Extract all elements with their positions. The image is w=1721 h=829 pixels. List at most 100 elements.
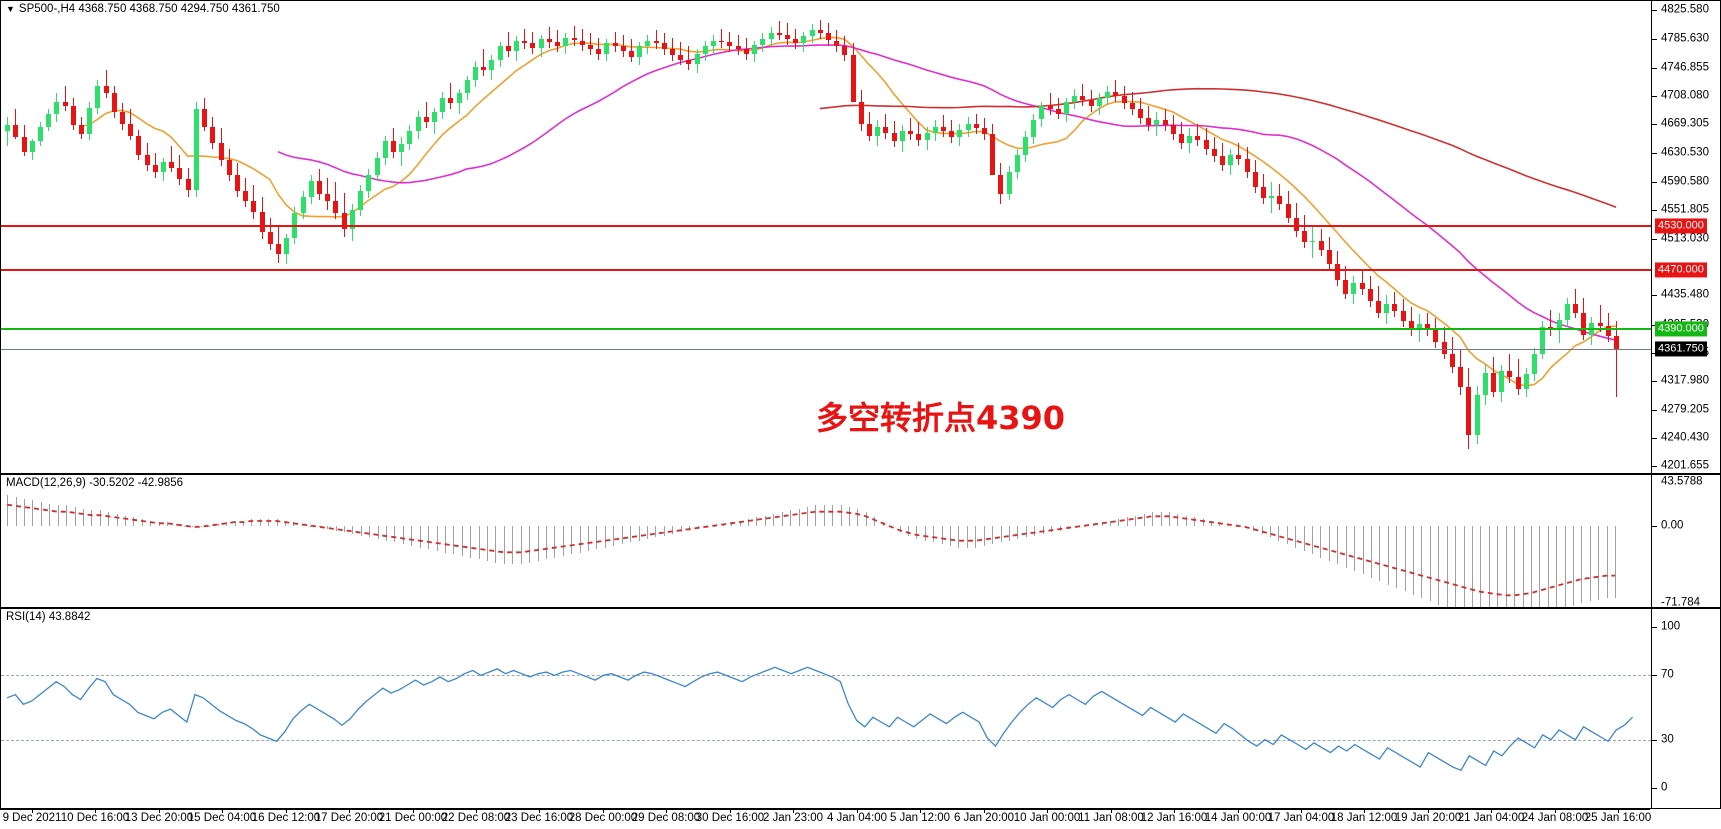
time-axis-label: 17 Dec 20:00 <box>314 812 384 824</box>
time-axis-label: 21 Dec 00:00 <box>378 812 448 824</box>
candle-body <box>522 40 527 44</box>
collapse-arrow-icon[interactable]: ▼ <box>6 4 15 14</box>
candle-body <box>128 123 133 136</box>
level-line-last-price-4361[interactable] <box>1 348 1651 350</box>
candle-body <box>38 126 43 142</box>
macd-axis-label: 0.00 <box>1661 518 1684 531</box>
price-axis-label: 4435.480 <box>1661 288 1709 301</box>
candle-body <box>1491 372 1496 392</box>
candle-body <box>145 154 150 165</box>
candle-body <box>1056 109 1061 114</box>
macd-histogram-bar <box>108 512 109 526</box>
candle-body <box>596 49 601 54</box>
macd-histogram-bar <box>698 525 699 529</box>
level-line-resistance-4470[interactable] <box>1 269 1651 272</box>
macd-axis[interactable]: 43.5788 0.00 -71.784 <box>1651 475 1720 607</box>
level-line-support-4390[interactable] <box>1 327 1651 330</box>
rsi-panel[interactable]: 100 70 30 0 RSI(14) 43.8842 <box>0 608 1721 809</box>
macd-histogram-bar <box>1135 515 1136 526</box>
macd-histogram-bar <box>1102 522 1103 526</box>
level-tag-resistance-4530[interactable]: 4530.000 <box>1655 218 1707 234</box>
candle-body <box>498 46 503 60</box>
level-tag-support-4390[interactable]: 4390.000 <box>1655 321 1707 337</box>
candle-body <box>399 144 404 152</box>
symbol-ohlc-text: SP500-,H4 4368.750 4368.750 4294.750 436… <box>18 3 280 15</box>
macd-histogram-bar <box>49 503 50 526</box>
macd-histogram-bar <box>1523 525 1524 607</box>
price-axis-label: 4669.305 <box>1661 117 1709 130</box>
candle-body <box>1384 303 1389 313</box>
time-axis-tick <box>1428 810 1429 813</box>
candle-body <box>1458 366 1463 388</box>
candle-body <box>1565 303 1570 320</box>
macd-histogram-bar <box>1060 525 1061 531</box>
candle-body <box>1154 119 1159 126</box>
candle-body <box>1401 311 1406 322</box>
macd-histogram-bar <box>1295 525 1296 548</box>
macd-histogram-bar <box>950 525 951 546</box>
candle-body <box>563 37 568 47</box>
time-axis-tick <box>1555 810 1556 813</box>
candle-body <box>1277 195 1282 205</box>
price-axis-tick <box>1652 96 1657 98</box>
price-plot-area[interactable]: 多空转折点4390 <box>1 1 1651 473</box>
candle-wick <box>483 49 484 76</box>
macd-histogram-bar <box>647 525 648 540</box>
candle-body <box>251 201 256 212</box>
price-axis-tick <box>1652 10 1657 12</box>
price-axis-tick <box>1652 210 1657 212</box>
macd-histogram-bar <box>268 518 269 526</box>
price-axis-label: 4825.580 <box>1661 3 1709 16</box>
macd-histogram-bar <box>1110 520 1111 526</box>
level-line-resistance-4530[interactable] <box>1 225 1651 228</box>
time-axis-label: 30 Dec 16:00 <box>695 812 765 824</box>
candle-body <box>1064 101 1069 114</box>
macd-histogram-bar <box>529 525 530 563</box>
candle-body <box>186 179 191 190</box>
macd-panel[interactable]: 43.5788 0.00 -71.784 MACD(12,26,9) -30.520… <box>0 474 1721 608</box>
macd-histogram-bar <box>167 522 168 526</box>
macd-histogram-bar <box>807 507 808 526</box>
macd-histogram-bar <box>630 525 631 543</box>
candle-body <box>719 40 724 42</box>
rsi-axis[interactable]: 100 70 30 0 <box>1651 609 1720 808</box>
time-axis-label: 22 Dec 08:00 <box>441 812 511 824</box>
time-axis-label: 2 Jan 23:00 <box>762 812 824 824</box>
macd-histogram-bar <box>58 505 59 526</box>
macd-histogram-bar <box>1556 525 1557 607</box>
price-chart-panel[interactable]: 多空转折点4390 4825.580 4785.630 4746.855 4708.0… <box>0 0 1721 474</box>
level-tag-resistance-4470[interactable]: 4470.000 <box>1655 262 1707 278</box>
candle-body <box>1516 376 1521 389</box>
rsi-plot-area[interactable] <box>1 609 1651 808</box>
candle-body <box>580 40 585 45</box>
macd-histogram-bar <box>1421 525 1422 599</box>
time-axis-tick <box>1301 810 1302 813</box>
macd-histogram-bar <box>1615 525 1616 599</box>
macd-histogram-bar <box>176 523 177 526</box>
macd-histogram-bar <box>1245 525 1246 528</box>
price-axis-tick <box>1652 39 1657 41</box>
time-axis-label: 19 Jan 20:00 <box>1394 812 1462 824</box>
candle-body <box>892 132 897 142</box>
macd-histogram-bar <box>1278 525 1279 541</box>
time-axis[interactable]: 9 Dec 2021 10 Dec 16:00 13 Dec 20:00 15 Dec… <box>0 809 1651 829</box>
time-axis-tick <box>349 810 350 813</box>
level-tag-last-price-4361[interactable]: 4361.750 <box>1655 341 1707 357</box>
candle-body <box>1343 280 1348 294</box>
candle-body <box>153 164 158 173</box>
candle-body <box>530 43 535 48</box>
candle-body <box>227 160 232 176</box>
macd-histogram-bar <box>1388 525 1389 585</box>
candle-body <box>136 135 141 155</box>
macd-histogram-bar <box>1430 525 1431 602</box>
macd-histogram-bar <box>1017 525 1018 540</box>
macd-histogram-bar <box>1076 525 1077 528</box>
macd-plot-area[interactable] <box>1 475 1651 607</box>
price-axis[interactable]: 4825.580 4785.630 4746.855 4708.080 4669.305… <box>1651 1 1720 473</box>
price-axis-label: 4630.530 <box>1661 146 1709 158</box>
candle-body <box>703 46 708 54</box>
time-axis-label: 11 Jan 08:00 <box>1078 812 1144 824</box>
price-axis-label: 4279.205 <box>1661 402 1709 415</box>
macd-histogram-bar <box>91 510 92 526</box>
candle-body <box>801 36 806 44</box>
